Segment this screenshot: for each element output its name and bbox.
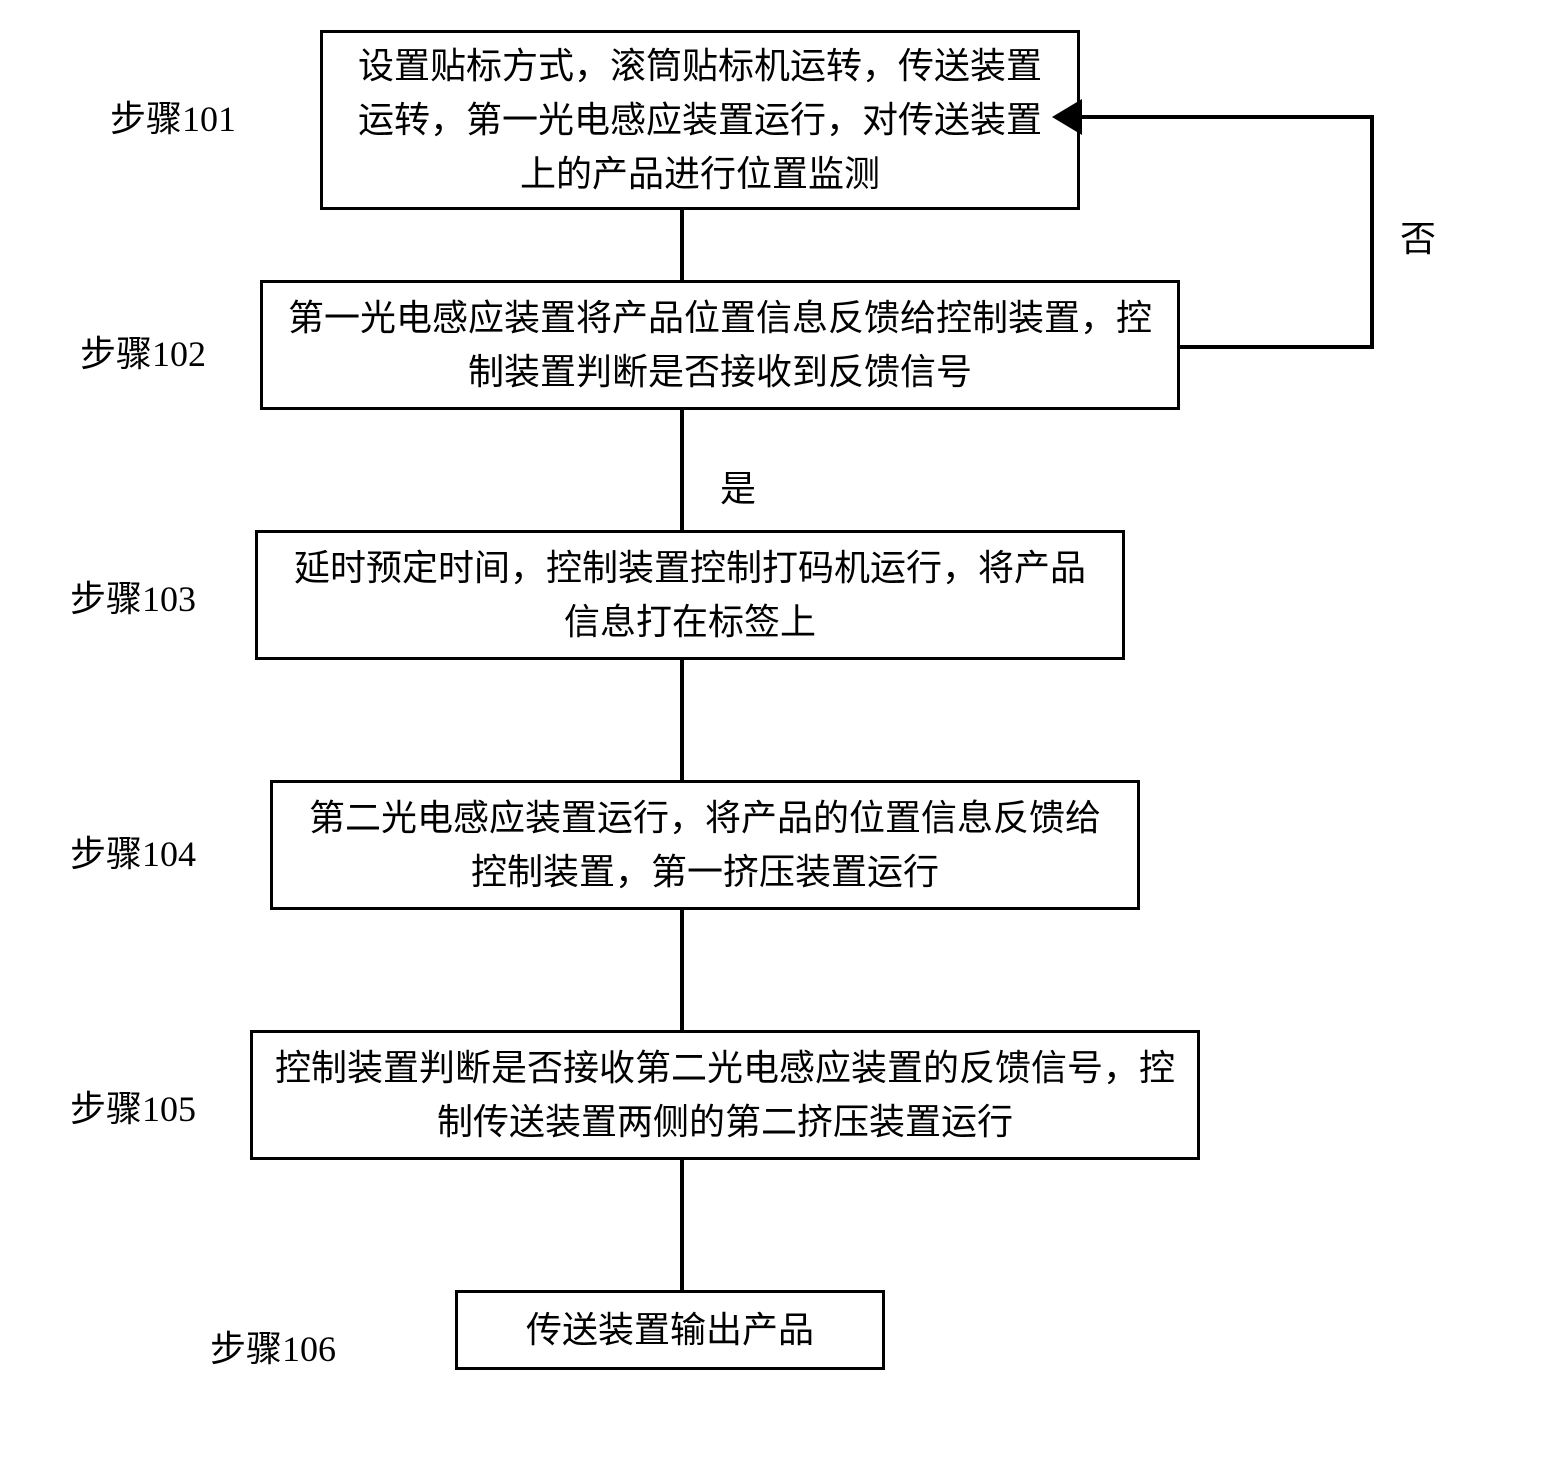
step-text-101: 设置贴标方式，滚筒贴标机运转，传送装置运转，第一光电感应装置运行，对传送装置上的… <box>343 39 1057 201</box>
edge-label-yes: 是 <box>720 460 756 512</box>
edge-label-no: 否 <box>1400 210 1436 262</box>
flowchart-container: 步骤101 设置贴标方式，滚筒贴标机运转，传送装置运转，第一光电感应装置运行，对… <box>20 20 1520 1440</box>
step-box-106: 传送装置输出产品 <box>455 1290 885 1370</box>
step-label-105: 步骤105 <box>70 1080 196 1132</box>
feedback-h1 <box>1180 345 1374 349</box>
feedback-h2 <box>1080 115 1374 119</box>
step-box-103: 延时预定时间，控制装置控制打码机运行，将产品信息打在标签上 <box>255 530 1125 660</box>
step-box-105: 控制装置判断是否接收第二光电感应装置的反馈信号，控制传送装置两侧的第二挤压装置运… <box>250 1030 1200 1160</box>
step-text-105: 控制装置判断是否接收第二光电感应装置的反馈信号，控制传送装置两侧的第二挤压装置运… <box>273 1041 1177 1149</box>
feedback-arrow-icon <box>1052 99 1082 135</box>
step-label-106: 步骤106 <box>210 1320 336 1372</box>
step-text-104: 第二光电感应装置运行，将产品的位置信息反馈给控制装置，第一挤压装置运行 <box>293 791 1117 899</box>
connector-102-103 <box>680 410 684 530</box>
step-label-101: 步骤101 <box>110 90 236 142</box>
step-text-103: 延时预定时间，控制装置控制打码机运行，将产品信息打在标签上 <box>278 541 1102 649</box>
step-box-101: 设置贴标方式，滚筒贴标机运转，传送装置运转，第一光电感应装置运行，对传送装置上的… <box>320 30 1080 210</box>
step-label-102: 步骤102 <box>80 325 206 377</box>
step-box-104: 第二光电感应装置运行，将产品的位置信息反馈给控制装置，第一挤压装置运行 <box>270 780 1140 910</box>
connector-105-106 <box>680 1160 684 1290</box>
step-label-104: 步骤104 <box>70 825 196 877</box>
connector-101-102 <box>680 210 684 280</box>
feedback-v <box>1370 115 1374 349</box>
step-text-102: 第一光电感应装置将产品位置信息反馈给控制装置，控制装置判断是否接收到反馈信号 <box>283 291 1157 399</box>
connector-103-104 <box>680 660 684 780</box>
connector-104-105 <box>680 910 684 1030</box>
step-text-106: 传送装置输出产品 <box>526 1303 814 1357</box>
step-label-103: 步骤103 <box>70 570 196 622</box>
step-box-102: 第一光电感应装置将产品位置信息反馈给控制装置，控制装置判断是否接收到反馈信号 <box>260 280 1180 410</box>
